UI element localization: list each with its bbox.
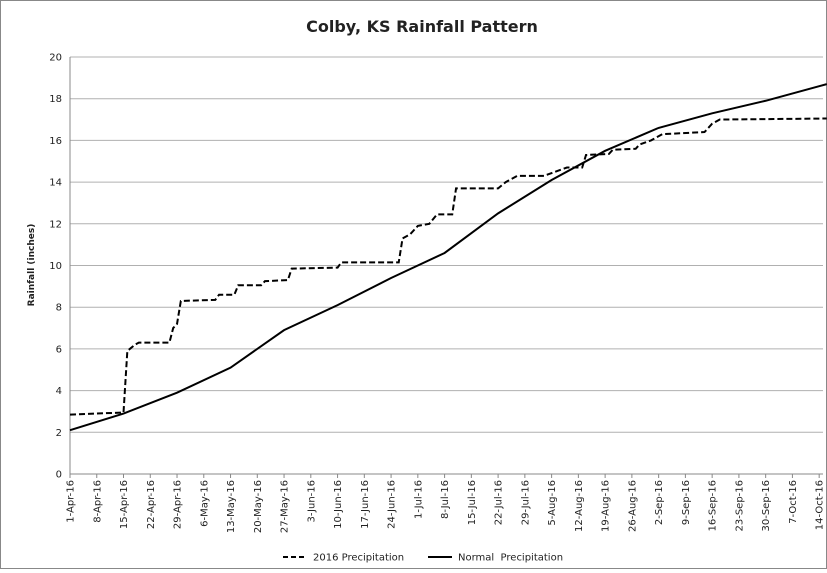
y-tick-label: 18 bbox=[49, 94, 62, 105]
x-tick-label: 6-May-16 bbox=[199, 480, 210, 527]
y-tick-label: 4 bbox=[56, 386, 62, 397]
x-tick-label: 29-Apr-16 bbox=[173, 480, 184, 529]
y-tick-label: 2 bbox=[56, 428, 62, 439]
y-tick-label: 0 bbox=[56, 470, 62, 481]
x-tick-label: 2-Sep-16 bbox=[654, 480, 665, 525]
x-tick-label: 5-Aug-16 bbox=[547, 480, 558, 526]
y-axis-label: Rainfall (inches) bbox=[27, 224, 37, 307]
x-tick-label: 8-Jul-16 bbox=[440, 480, 451, 519]
x-tick-label: 1-Apr-16 bbox=[66, 480, 77, 523]
y-tick-label: 12 bbox=[49, 219, 62, 230]
x-tick-label: 15-Jul-16 bbox=[467, 480, 478, 525]
x-tick-label: 12-Aug-16 bbox=[574, 480, 585, 532]
x-tick-label: 17-Jun-16 bbox=[360, 480, 371, 529]
y-tick-label: 14 bbox=[49, 178, 62, 189]
x-tick-label: 7-Oct-16 bbox=[788, 480, 799, 524]
x-tick-label: 23-Sep-16 bbox=[734, 480, 745, 532]
x-tick-label: 3-Jun-16 bbox=[306, 480, 317, 523]
y-tick-label: 10 bbox=[49, 261, 62, 272]
x-tick-label: 8-Apr-16 bbox=[92, 480, 103, 523]
x-tick-label: 27-May-16 bbox=[280, 480, 291, 533]
legend-label: Normal Precipitation bbox=[458, 553, 563, 564]
y-tick-label: 8 bbox=[56, 303, 62, 314]
legend-label: 2016 Precipitation bbox=[313, 553, 404, 564]
x-tick-label: 14-Oct-16 bbox=[815, 480, 826, 530]
x-tick-label: 22-Apr-16 bbox=[146, 480, 157, 529]
x-tick-label: 26-Aug-16 bbox=[627, 480, 638, 532]
chart-title: Colby, KS Rainfall Pattern bbox=[306, 17, 538, 36]
x-tick-label: 10-Jun-16 bbox=[333, 480, 344, 529]
x-tick-label: 15-Apr-16 bbox=[119, 480, 130, 529]
x-tick-label: 16-Sep-16 bbox=[708, 480, 719, 532]
x-tick-label: 20-May-16 bbox=[253, 480, 264, 533]
x-tick-label: 9-Sep-16 bbox=[681, 480, 692, 525]
y-tick-label: 6 bbox=[56, 344, 62, 355]
x-tick-label: 1-Jul-16 bbox=[413, 480, 424, 519]
series-line bbox=[69, 117, 827, 416]
y-tick-label: 16 bbox=[49, 136, 62, 147]
x-tick-label: 22-Jul-16 bbox=[494, 480, 505, 525]
y-tick-label: 20 bbox=[49, 53, 62, 64]
x-tick-label: 19-Aug-16 bbox=[601, 480, 612, 532]
series-line bbox=[69, 83, 827, 432]
x-tick-label: 30-Sep-16 bbox=[761, 480, 772, 532]
x-tick-label: 24-Jun-16 bbox=[387, 480, 398, 529]
x-tick-label: 13-May-16 bbox=[226, 480, 237, 533]
x-tick-label: 29-Jul-16 bbox=[520, 480, 531, 525]
